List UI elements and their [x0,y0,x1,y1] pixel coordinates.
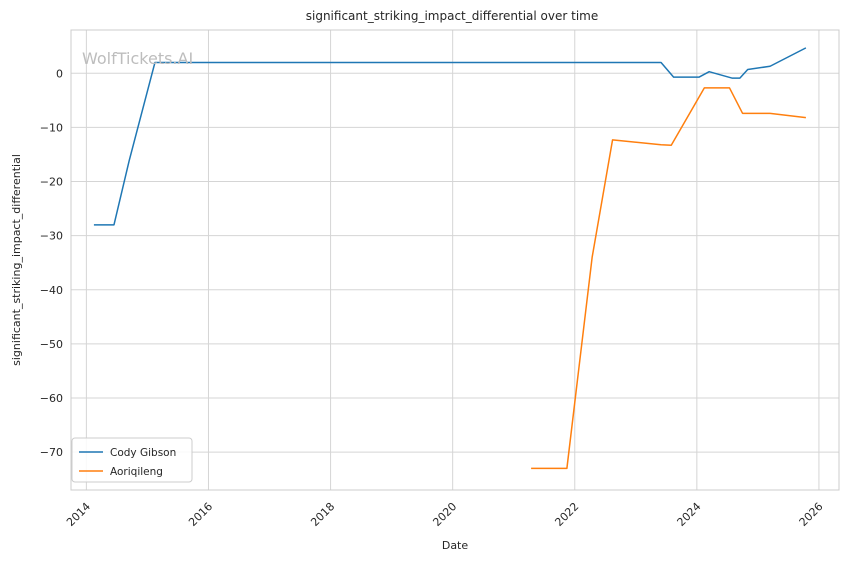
y-tick-label: −40 [40,284,63,297]
series-line-aoriqileng [531,87,806,470]
y-axis-ticks: 0 −10 −20 −30 −40 −50 −60 −70 [40,67,63,459]
y-tick-label: −20 [40,176,63,189]
gridlines [71,30,839,490]
series-layer [93,47,807,470]
y-tick-label: −10 [40,121,63,134]
legend: Cody Gibson Aoriqileng [71,437,193,483]
y-tick-label: −50 [40,338,63,351]
y-tick-label: −60 [40,392,63,405]
y-axis-title: significant_striking_impact_differential [10,154,23,366]
y-tick-label: −30 [40,230,63,243]
series-line-cody-gibson [93,47,807,226]
watermark-text: WolfTickets.AI [82,49,193,68]
y-tick-label: −70 [40,446,63,459]
plot-frame [70,29,840,491]
x-axis-title: Date [442,539,469,552]
legend-label-aoriqileng: Aoriqileng [110,466,163,478]
plot-area [70,29,840,491]
legend-label-cody-gibson: Cody Gibson [110,447,176,459]
chart-title: significant_striking_impact_differential… [306,9,598,23]
y-tick-label: 0 [56,67,63,80]
